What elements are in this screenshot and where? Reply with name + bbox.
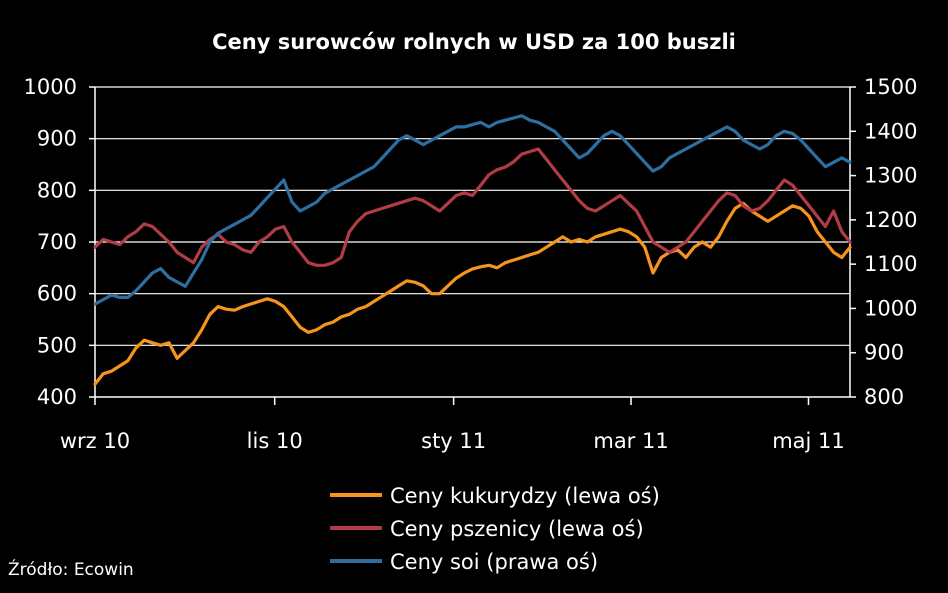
legend-label: Ceny pszenicy (lewa oś) <box>390 517 644 541</box>
legend-label: Ceny kukurydzy (lewa oś) <box>390 484 660 508</box>
right-tick-label: 1300 <box>864 164 917 188</box>
right-tick-label: 1000 <box>864 296 917 320</box>
right-axis-ticks: 1500 1400 1300 1200 1100 1000 900 800 <box>850 75 917 409</box>
left-tick-label: 900 <box>37 127 77 151</box>
legend: Ceny kukurydzy (lewa oś) Ceny pszenicy (l… <box>330 484 660 574</box>
chart-title: Ceny surowców rolnych w USD za 100 buszl… <box>212 30 736 54</box>
series <box>93 114 852 386</box>
right-tick-label: 800 <box>864 385 904 409</box>
right-tick-label: 1400 <box>864 119 917 143</box>
right-tick-label: 1200 <box>864 208 917 232</box>
x-tick-label: mar 11 <box>593 429 668 453</box>
left-tick-label: 600 <box>37 282 77 306</box>
x-tick-label: wrz 10 <box>60 429 130 453</box>
series-line-0 <box>93 201 852 386</box>
left-axis-ticks: 1000 900 800 700 600 500 400 <box>24 75 95 409</box>
left-tick-label: 800 <box>37 178 77 202</box>
x-tick-label: sty 11 <box>421 429 486 453</box>
series-line-2 <box>93 114 852 306</box>
left-tick-label: 700 <box>37 230 77 254</box>
series-line-1 <box>93 147 852 267</box>
x-tick-label: maj 11 <box>772 429 845 453</box>
left-tick-label: 500 <box>37 333 77 357</box>
left-tick-label: 1000 <box>24 75 77 99</box>
source-note: Źródło: Ecowin <box>8 558 134 580</box>
x-tick-label: lis 10 <box>247 429 303 453</box>
legend-label: Ceny soi (prawa oś) <box>390 550 598 574</box>
right-tick-label: 1500 <box>864 75 917 99</box>
x-axis-ticks: wrz 10 lis 10 sty 11 mar 11 maj 11 <box>60 397 845 453</box>
grid <box>95 86 850 346</box>
left-tick-label: 400 <box>37 385 77 409</box>
right-tick-label: 1100 <box>864 252 917 276</box>
right-tick-label: 900 <box>864 341 904 365</box>
